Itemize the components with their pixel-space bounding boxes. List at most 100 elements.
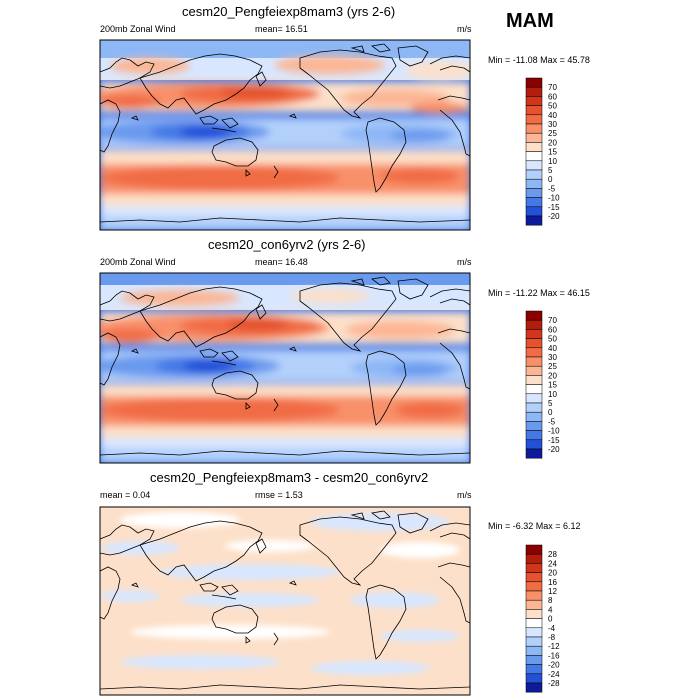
colorbar-box bbox=[525, 151, 543, 162]
colorbar-box bbox=[525, 123, 543, 134]
colorbar-tick-label: -28 bbox=[548, 679, 560, 688]
panel2-minmax: Min = -11.22 Max = 46.15 bbox=[488, 288, 590, 298]
panel3-minmax: Min = -6.32 Max = 6.12 bbox=[488, 521, 581, 531]
colorbars: 70605040302520151050-5-10-15-20706050403… bbox=[525, 77, 560, 693]
panel3-map-frame bbox=[99, 506, 471, 696]
colorbar-box bbox=[525, 553, 543, 564]
colorbar-tick-label: -12 bbox=[548, 642, 560, 651]
panel1-minmax: Min = -11.08 Max = 45.78 bbox=[488, 55, 590, 65]
colorbar-tick-label: 16 bbox=[548, 578, 557, 587]
colorbar-box bbox=[525, 375, 543, 385]
colorbar-box bbox=[525, 188, 543, 198]
colorbar-tick-label: 20 bbox=[548, 138, 557, 147]
panel1-map bbox=[100, 40, 470, 230]
colorbar-box bbox=[525, 544, 543, 555]
panel3-mean-label: mean = 0.04 bbox=[100, 490, 151, 500]
colorbar-tick-label: 12 bbox=[548, 587, 557, 596]
colorbar-box bbox=[525, 609, 543, 619]
colorbar-tick-label: -20 bbox=[548, 445, 560, 454]
colorbar-box bbox=[525, 590, 543, 601]
colorbar-box bbox=[525, 439, 543, 450]
colorbar-box bbox=[525, 411, 543, 422]
colorbar-tick-label: -5 bbox=[548, 184, 556, 193]
colorbar-box bbox=[525, 329, 543, 339]
colorbar-tick-label: 0 bbox=[548, 408, 553, 417]
colorbar-box bbox=[525, 645, 543, 656]
colorbar-box bbox=[525, 673, 543, 684]
colorbar-box bbox=[525, 142, 543, 152]
colorbar-tick-label: 5 bbox=[548, 166, 553, 175]
panel2-units: m/s bbox=[457, 257, 472, 267]
colorbar-box bbox=[525, 347, 543, 358]
colorbar-tick-label: 20 bbox=[548, 371, 557, 380]
panel2-map-frame bbox=[99, 272, 471, 464]
colorbar-tick-label: 30 bbox=[548, 353, 557, 362]
colorbar-box bbox=[525, 169, 543, 180]
colorbar-box bbox=[525, 86, 543, 97]
colorbar-box bbox=[525, 206, 543, 217]
colorbar-box bbox=[525, 132, 543, 143]
colorbar-box bbox=[525, 572, 543, 583]
colorbar-box bbox=[525, 114, 543, 125]
colorbar-tick-label: 4 bbox=[548, 605, 553, 614]
panel2-map bbox=[100, 273, 470, 463]
colorbar-tick-label: 25 bbox=[548, 129, 557, 138]
colorbar-tick-label: -15 bbox=[548, 203, 560, 212]
colorbar-tick-label: -8 bbox=[548, 633, 556, 642]
colorbar-box bbox=[525, 310, 543, 321]
panel1-mean-label: mean= 16.51 bbox=[255, 24, 308, 34]
colorbar-tick-label: 30 bbox=[548, 120, 557, 129]
colorbar-box bbox=[525, 627, 543, 638]
colorbar-box bbox=[525, 393, 543, 404]
colorbar-tick-label: -4 bbox=[548, 624, 556, 633]
season-label: MAM bbox=[506, 10, 554, 32]
colorbar-tick-label: -24 bbox=[548, 670, 560, 679]
colorbar-box bbox=[525, 682, 543, 693]
colorbar-box bbox=[525, 581, 543, 592]
colorbar-box bbox=[525, 618, 543, 629]
panel3-units: m/s bbox=[457, 490, 472, 500]
colorbar-box bbox=[525, 384, 543, 395]
colorbar-tick-label: 70 bbox=[548, 316, 557, 325]
colorbar-tick-label: 5 bbox=[548, 399, 553, 408]
colorbar-box bbox=[525, 636, 543, 647]
colorbar-box bbox=[525, 215, 543, 226]
colorbar-tick-label: 8 bbox=[548, 596, 553, 605]
colorbar-tick-label: 15 bbox=[548, 381, 557, 390]
colorbar-tick-label: 40 bbox=[548, 344, 557, 353]
colorbar-box bbox=[525, 338, 543, 349]
colorbar-tick-label: 10 bbox=[548, 157, 557, 166]
colorbar-box bbox=[525, 448, 543, 459]
colorbar-tick-label: -5 bbox=[548, 417, 556, 426]
panel1-left-label: 200mb Zonal Wind bbox=[100, 24, 176, 34]
colorbar-box bbox=[525, 421, 543, 431]
colorbar-tick-label: -10 bbox=[548, 427, 560, 436]
panel1-map-frame bbox=[99, 39, 471, 231]
colorbar-tick-label: 0 bbox=[548, 175, 553, 184]
colorbar-tick-label: 50 bbox=[548, 102, 557, 111]
panel1-title: cesm20_Pengfeiexp8mam3 (yrs 2-6) bbox=[182, 4, 396, 19]
colorbar-box bbox=[525, 96, 543, 106]
colorbar-box bbox=[525, 105, 543, 116]
colorbar-box bbox=[525, 319, 543, 330]
colorbar-tick-label: -16 bbox=[548, 651, 560, 660]
colorbar-tick-label: 60 bbox=[548, 92, 557, 101]
colorbar-tick-label: -10 bbox=[548, 194, 560, 203]
colorbar-box bbox=[525, 160, 543, 171]
panel2-mean-label: mean= 16.48 bbox=[255, 257, 308, 267]
colorbar-box bbox=[525, 563, 543, 573]
colorbar-box bbox=[525, 402, 543, 413]
colorbar-tick-label: 20 bbox=[548, 569, 557, 578]
colorbar-box bbox=[525, 599, 543, 610]
colorbar-tick-label: 25 bbox=[548, 362, 557, 371]
colorbar-box bbox=[525, 365, 543, 376]
colorbar-box bbox=[525, 664, 543, 675]
panel1-units: m/s bbox=[457, 24, 472, 34]
colorbar-tick-label: 24 bbox=[548, 559, 557, 568]
panel3-title: cesm20_Pengfeiexp8mam3 - cesm20_con6yrv2 bbox=[150, 470, 429, 485]
colorbar-tick-label: -20 bbox=[548, 212, 560, 221]
colorbar-tick-label: 15 bbox=[548, 148, 557, 157]
